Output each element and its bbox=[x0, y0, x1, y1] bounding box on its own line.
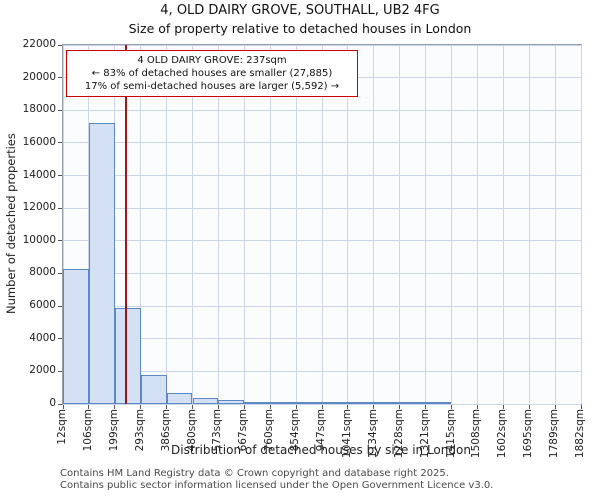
gridline-vertical bbox=[321, 45, 323, 404]
y-tick-label: 0 bbox=[49, 397, 56, 409]
chart-subtitle: Size of property relative to detached ho… bbox=[128, 21, 472, 36]
histogram-bar bbox=[373, 402, 400, 404]
histogram-bar bbox=[218, 400, 245, 404]
marker-line bbox=[125, 45, 128, 404]
x-tick-mark bbox=[140, 405, 142, 409]
gridline-vertical bbox=[528, 45, 530, 404]
gridline-vertical bbox=[580, 45, 582, 404]
y-tick-mark bbox=[58, 370, 62, 372]
histogram-bar bbox=[192, 398, 219, 404]
annotation-box: 4 OLD DAIRY GROVE: 237sqm ← 83% of detac… bbox=[66, 50, 358, 97]
y-tick-label: 8000 bbox=[29, 266, 56, 279]
x-tick-mark bbox=[528, 405, 530, 409]
x-tick-mark bbox=[451, 405, 452, 409]
gridline-vertical bbox=[295, 45, 297, 404]
x-axis-title: Distribution of detached houses by size … bbox=[171, 443, 471, 457]
histogram-bar bbox=[140, 374, 167, 404]
histogram-bar bbox=[399, 402, 426, 404]
x-tick-mark bbox=[166, 405, 168, 409]
histogram-bar bbox=[296, 402, 322, 404]
x-tick-mark bbox=[476, 405, 478, 409]
x-tick-mark bbox=[88, 405, 90, 409]
gridline-vertical bbox=[269, 45, 271, 404]
annotation-line-2: ← 83% of detached houses are smaller (27… bbox=[91, 68, 333, 79]
y-tick-label: 4000 bbox=[29, 331, 56, 344]
gridline-vertical bbox=[192, 45, 193, 404]
histogram-bar bbox=[322, 402, 348, 404]
gridline-vertical bbox=[373, 45, 375, 404]
gridline-vertical bbox=[347, 45, 349, 404]
histogram-bar bbox=[244, 402, 271, 404]
x-tick-mark bbox=[243, 405, 245, 409]
plot-area: 4 OLD DAIRY GROVE: 237sqm ← 83% of detac… bbox=[58, 44, 582, 409]
histogram-bar bbox=[270, 402, 297, 404]
x-tick-mark bbox=[269, 405, 271, 409]
annotation-line-1: 4 OLD DAIRY GROVE: 237sqm bbox=[137, 55, 287, 66]
x-tick-mark bbox=[192, 405, 193, 409]
x-tick-mark bbox=[217, 405, 219, 409]
footer-line-1: Contains HM Land Registry data © Crown c… bbox=[60, 468, 449, 479]
footer-line-2: Contains public sector information licen… bbox=[60, 480, 494, 491]
annotation-line-3: 17% of semi-detached houses are larger (… bbox=[84, 81, 340, 92]
y-tick-label: 10000 bbox=[22, 233, 56, 246]
gridline-vertical bbox=[425, 45, 427, 404]
y-tick-label: 6000 bbox=[29, 299, 56, 312]
y-tick-mark bbox=[58, 305, 62, 307]
x-tick-mark bbox=[502, 405, 504, 409]
histogram-bar bbox=[114, 307, 141, 404]
gridline-horizontal bbox=[63, 403, 581, 405]
x-tick-mark bbox=[399, 405, 401, 409]
y-tick-label: 14000 bbox=[22, 168, 56, 181]
x-tick-mark bbox=[347, 405, 349, 409]
histogram-bar bbox=[425, 402, 452, 404]
gridline-vertical bbox=[476, 45, 478, 404]
gridline-vertical bbox=[502, 45, 504, 404]
x-tick-mark bbox=[62, 405, 64, 409]
x-tick-mark bbox=[373, 405, 375, 409]
y-tick-mark bbox=[58, 109, 62, 111]
x-tick-mark bbox=[114, 405, 116, 409]
gridline-vertical bbox=[399, 45, 401, 404]
gridline-vertical bbox=[451, 45, 452, 404]
y-tick-label: 16000 bbox=[22, 135, 56, 148]
y-tick-label: 2000 bbox=[29, 364, 56, 377]
y-tick-mark bbox=[58, 175, 62, 177]
histogram-bar bbox=[166, 393, 193, 404]
y-tick-mark bbox=[58, 207, 62, 209]
histogram-bar bbox=[63, 268, 89, 404]
x-tick-mark bbox=[580, 405, 582, 409]
gridline-vertical bbox=[217, 45, 219, 404]
y-tick-mark bbox=[58, 77, 62, 79]
x-tick-mark bbox=[554, 405, 556, 409]
gridline-vertical bbox=[554, 45, 556, 404]
y-tick-label: 22000 bbox=[22, 38, 56, 50]
gridline-vertical bbox=[243, 45, 245, 404]
x-tick-mark bbox=[425, 405, 427, 409]
y-tick-mark bbox=[58, 272, 62, 274]
y-tick-label: 20000 bbox=[22, 70, 56, 83]
x-tick-label: 12sqm bbox=[56, 409, 68, 445]
gridline-vertical bbox=[62, 45, 64, 404]
y-tick-mark bbox=[58, 44, 62, 46]
x-tick-mark bbox=[321, 405, 323, 409]
histogram-bar bbox=[347, 402, 374, 404]
y-tick-label: 12000 bbox=[22, 201, 56, 214]
y-tick-mark bbox=[58, 338, 62, 340]
gridline-vertical bbox=[166, 45, 168, 404]
y-tick-mark bbox=[58, 240, 62, 242]
y-tick-mark bbox=[58, 142, 62, 144]
chart-title: 4, OLD DAIRY GROVE, SOUTHALL, UB2 4FG bbox=[160, 3, 440, 18]
gridline-vertical bbox=[114, 45, 116, 404]
y-tick-mark bbox=[58, 403, 62, 405]
x-tick-mark bbox=[295, 405, 297, 409]
histogram-bar bbox=[88, 123, 115, 404]
y-tick-label: 18000 bbox=[22, 103, 56, 116]
gridline-vertical bbox=[140, 45, 142, 404]
y-axis-title: Number of detached properties bbox=[4, 133, 18, 314]
